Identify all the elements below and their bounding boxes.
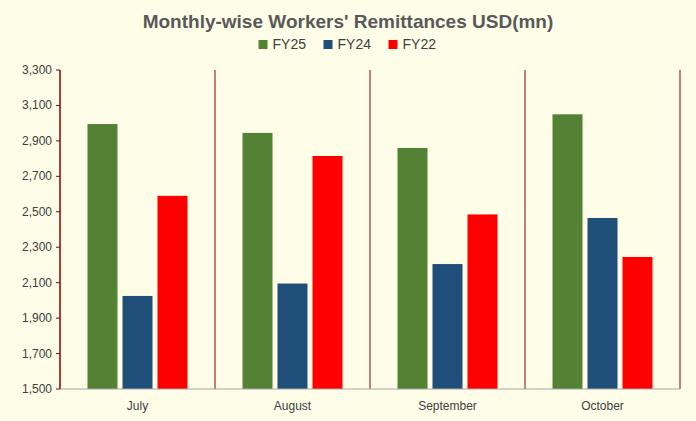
legend-label: FY22 bbox=[403, 36, 437, 52]
y-tick bbox=[56, 389, 60, 390]
y-tick bbox=[56, 70, 60, 71]
y-tick-label: 3,100 bbox=[22, 98, 52, 112]
bar bbox=[468, 214, 498, 389]
bar bbox=[158, 196, 188, 389]
y-axis bbox=[60, 70, 61, 389]
bar bbox=[278, 284, 308, 389]
grid-line bbox=[370, 70, 371, 389]
bar bbox=[243, 133, 273, 389]
y-tick bbox=[56, 353, 60, 354]
y-tick-label: 3,300 bbox=[22, 63, 52, 77]
y-tick bbox=[56, 318, 60, 319]
bar bbox=[623, 257, 653, 389]
background bbox=[0, 0, 696, 421]
legend-swatch bbox=[324, 40, 333, 49]
bar bbox=[398, 148, 428, 389]
y-tick bbox=[56, 282, 60, 283]
x-tick-label: August bbox=[274, 399, 312, 413]
legend-label: FY25 bbox=[273, 36, 307, 52]
bar bbox=[553, 114, 583, 389]
bars bbox=[88, 114, 653, 389]
x-tick-label: October bbox=[581, 399, 624, 413]
chart: Monthly-wise Workers' Remittances USD(mn… bbox=[0, 0, 696, 421]
x-tick-label: July bbox=[127, 399, 148, 413]
legend-label: FY24 bbox=[338, 36, 372, 52]
bar bbox=[588, 218, 618, 389]
bar bbox=[123, 296, 153, 389]
y-tick-label: 2,100 bbox=[22, 276, 52, 290]
x-axis bbox=[60, 389, 680, 390]
y-tick bbox=[56, 247, 60, 248]
y-tick bbox=[56, 211, 60, 212]
y-tick-label: 2,500 bbox=[22, 205, 52, 219]
y-tick-label: 2,700 bbox=[22, 169, 52, 183]
bar bbox=[313, 156, 343, 389]
y-tick bbox=[56, 140, 60, 141]
bar bbox=[88, 124, 118, 389]
bar bbox=[433, 264, 463, 389]
y-tick-label: 2,300 bbox=[22, 240, 52, 254]
grid-line bbox=[525, 70, 526, 389]
legend-swatch bbox=[259, 40, 268, 49]
y-tick-label: 1,700 bbox=[22, 347, 52, 361]
y-tick-label: 1,900 bbox=[22, 311, 52, 325]
title: Monthly-wise Workers' Remittances USD(mn… bbox=[143, 11, 554, 32]
y-tick bbox=[56, 176, 60, 177]
y-tick bbox=[56, 105, 60, 106]
legend: FY25 FY24 FY22 bbox=[259, 36, 437, 52]
grid-line bbox=[215, 70, 216, 389]
legend-swatch bbox=[389, 40, 398, 49]
x-tick-label: September bbox=[418, 399, 477, 413]
grid-line bbox=[60, 70, 61, 389]
grid-line bbox=[680, 70, 681, 389]
y-tick-label: 2,900 bbox=[22, 134, 52, 148]
y-tick-label: 1,500 bbox=[22, 382, 52, 396]
